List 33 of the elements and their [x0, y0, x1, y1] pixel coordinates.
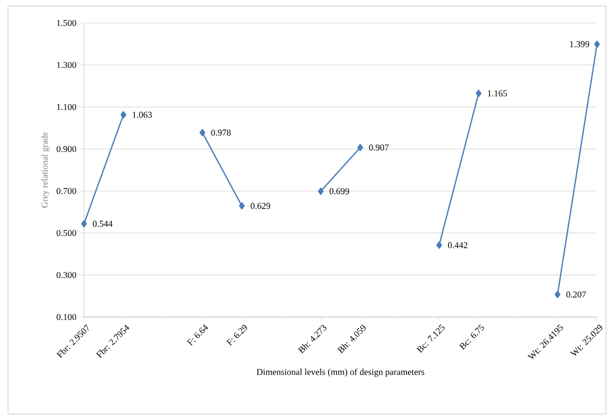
- data-label: 0.629: [250, 202, 270, 209]
- point: [199, 128, 206, 136]
- y-tick-label: 1.100: [57, 104, 76, 110]
- data-label: 0.207: [566, 291, 586, 298]
- data-label: 0.544: [92, 220, 113, 227]
- x-tick-label: F: 6.64: [186, 324, 208, 346]
- y-tick-label: 0.700: [56, 188, 76, 194]
- y-tick-label: 1.500: [57, 20, 76, 26]
- y-axis-title: Grey relational grade: [41, 132, 50, 208]
- data-label: 1.399: [570, 41, 590, 48]
- x-tick-label: Bc: 6.75: [458, 324, 484, 350]
- x-tick-label: F: 6.29: [226, 324, 248, 346]
- point: [436, 242, 442, 249]
- point: [318, 188, 324, 195]
- point: [476, 90, 482, 97]
- point: [238, 202, 245, 210]
- y-tick-label: 0.100: [56, 314, 76, 320]
- y-tick-label: 1.300: [57, 62, 76, 68]
- y-tick-label: 0.300: [56, 272, 76, 278]
- point: [81, 220, 87, 228]
- data-label: 0.978: [211, 130, 231, 136]
- data-label: 1.165: [488, 90, 507, 96]
- y-tick-label: 0.500: [56, 230, 76, 236]
- point: [554, 290, 560, 298]
- x-axis-title: Dimensional levels (mm) of design parameters: [256, 368, 424, 377]
- point: [594, 40, 600, 48]
- data-label: 1.063: [132, 112, 152, 118]
- data-label: 0.699: [330, 188, 350, 194]
- y-tick-label: 0.900: [56, 146, 76, 152]
- point: [357, 144, 364, 152]
- data-label: 0.907: [369, 144, 389, 151]
- data-label: 0.442: [448, 242, 468, 248]
- point: [120, 111, 126, 118]
